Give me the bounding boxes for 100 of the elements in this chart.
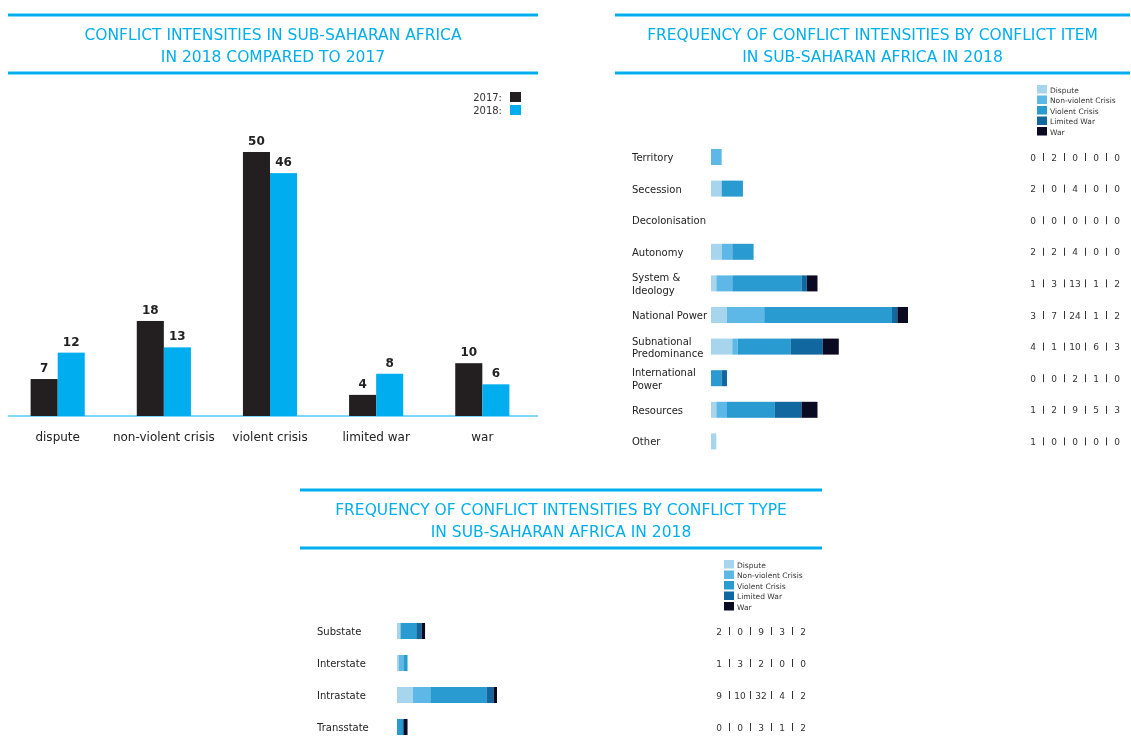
data-label: 0	[1030, 373, 1037, 384]
chart-title: CONFLICT INTENSITIES IN SUB-SAHARAN AFRICA IN 2018 COMPARED TO 2017	[84, 26, 462, 66]
bar	[30, 379, 58, 416]
bar	[774, 401, 802, 418]
data-label: 1	[1030, 436, 1036, 447]
bar	[721, 243, 733, 260]
chart-title: FREQUENCY OF CONFLICT INTENSITIES BY CONFLICT ITEM IN SUB-SAHARAN AFRICA IN 2018	[647, 26, 1098, 66]
bar	[716, 275, 733, 292]
data-label: 3	[1030, 310, 1036, 321]
bar	[711, 401, 717, 418]
bar	[397, 687, 413, 703]
data-label: 1	[1093, 310, 1099, 321]
y-tick-label: Resources	[632, 404, 684, 416]
data-label: 0	[1051, 373, 1058, 384]
data-label: 2	[800, 722, 806, 733]
data-label: 13	[169, 329, 186, 344]
data-label: 2	[1051, 152, 1057, 163]
data-label: 13	[1069, 278, 1081, 289]
bar	[711, 275, 717, 292]
data-label: 0	[1051, 436, 1058, 447]
data-label: 0	[1072, 152, 1079, 163]
bar	[721, 370, 727, 387]
data-label: 2	[1114, 310, 1120, 321]
data-label: 6	[1093, 342, 1100, 353]
data-label: 0	[1093, 184, 1100, 195]
data-label: 1	[1093, 278, 1099, 289]
data-label: 0	[1114, 373, 1121, 384]
bar	[412, 687, 431, 703]
bar	[806, 275, 818, 292]
data-label: 3	[1114, 342, 1120, 353]
x-tick-label: violent crisis	[232, 430, 308, 444]
data-label: 1	[1030, 405, 1036, 416]
bar	[726, 401, 775, 418]
data-label: 4	[1030, 342, 1037, 353]
data-label: 4	[1072, 247, 1079, 258]
bar	[822, 338, 839, 355]
y-tick-label: Other	[632, 436, 662, 448]
data-label: 9	[716, 690, 723, 701]
data-label: 0	[737, 626, 744, 637]
x-tick-label: non-violent crisis	[112, 430, 215, 444]
bar	[801, 401, 818, 418]
x-tick-label: limited war	[342, 430, 410, 444]
data-label: 2	[800, 626, 806, 637]
x-tick-label: dispute	[35, 430, 80, 444]
x-tick-label: war	[471, 430, 494, 444]
bar	[764, 307, 893, 323]
data-label: 0	[1093, 215, 1100, 226]
bar	[349, 394, 377, 416]
y-tick-label: Subnational Predominance	[632, 335, 704, 360]
data-label: 1	[1093, 373, 1099, 384]
y-tick-label: Substate	[317, 626, 362, 637]
bar	[398, 655, 405, 671]
y-tick-label: Intrastate	[317, 690, 366, 701]
bar	[397, 719, 403, 735]
bar	[711, 433, 717, 450]
data-label: 10	[1069, 342, 1081, 353]
data-label: 0	[716, 722, 723, 733]
data-label: 1	[779, 722, 785, 733]
legend-label: 2017:	[473, 92, 502, 103]
bar	[493, 687, 497, 703]
data-label: 3	[1114, 405, 1120, 416]
data-label: 2	[1030, 247, 1036, 258]
data-label: 7	[39, 361, 49, 376]
legend-label: 2018:	[473, 105, 502, 116]
data-label: 10	[460, 345, 478, 360]
bar	[732, 275, 802, 292]
data-label: 0	[1114, 215, 1121, 226]
bar	[726, 307, 765, 323]
bar	[737, 338, 791, 355]
data-label: 2	[716, 626, 722, 637]
data-label: 3	[758, 722, 764, 733]
data-label: 2	[1072, 373, 1078, 384]
bar	[892, 307, 898, 323]
bar	[732, 338, 738, 355]
bar	[897, 307, 908, 323]
data-label: 0	[1072, 215, 1079, 226]
data-label: 0	[1114, 184, 1121, 195]
data-label: 0	[1093, 152, 1100, 163]
data-label: 2	[1051, 247, 1057, 258]
y-tick-label: System & Ideology	[632, 272, 681, 296]
data-label: 6	[491, 366, 501, 381]
data-label: 9	[758, 626, 765, 637]
y-tick-label: National Power	[632, 310, 708, 321]
bar	[711, 180, 722, 197]
data-label: 0	[737, 722, 744, 733]
bar	[716, 401, 727, 418]
y-tick-label: Autonomy	[632, 246, 684, 258]
data-label: 3	[1051, 278, 1057, 289]
data-label: 0	[1030, 152, 1037, 163]
bar	[136, 320, 164, 416]
data-label: 24	[1069, 310, 1081, 321]
bar	[397, 623, 401, 639]
bar	[404, 719, 408, 735]
data-label: 4	[779, 690, 786, 701]
bar	[486, 687, 494, 703]
y-tick-label: Territory	[631, 152, 674, 163]
data-label: 46	[275, 155, 292, 170]
data-label: 1	[1030, 278, 1036, 289]
bar	[455, 363, 483, 416]
data-label: 0	[1114, 247, 1121, 258]
